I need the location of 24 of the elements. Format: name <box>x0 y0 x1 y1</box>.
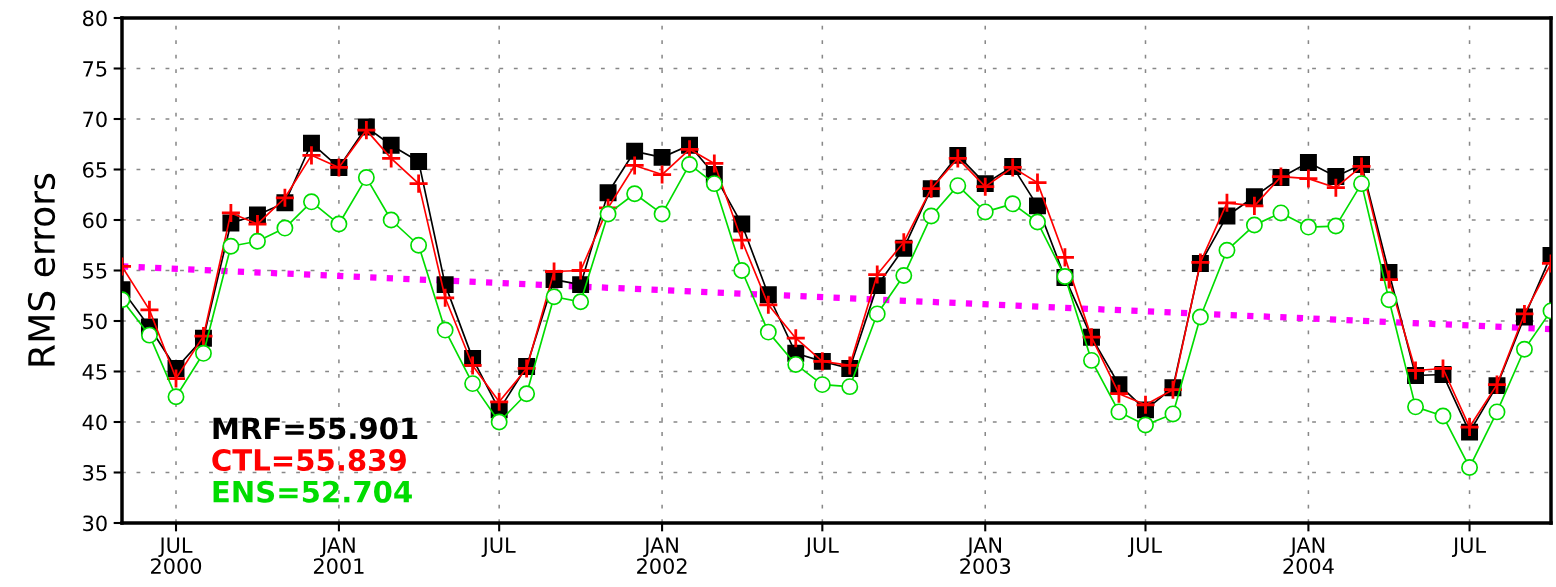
x-tick-label: JUL <box>1127 537 1162 557</box>
y-tick-label: 60 <box>83 212 107 229</box>
x-tick-label: JUL <box>481 537 516 557</box>
y-tick-label: 35 <box>83 464 107 481</box>
y-tick-label: 40 <box>82 414 107 431</box>
text: ENS=52.704 <box>213 480 412 503</box>
y-axis-title: RMS errors <box>27 173 56 366</box>
x-tick-label: JAN 2002 <box>637 537 687 574</box>
x-tick-label: JUL 2000 <box>151 537 202 574</box>
series-label: MRF=55.901 <box>213 417 418 440</box>
y-tick-label: 45 <box>82 364 107 380</box>
y-tick-label: 65 <box>83 161 107 178</box>
text: CTL=55.839 <box>212 448 406 472</box>
y-tick-label: 70 <box>83 111 107 128</box>
y-tick-label: 75 <box>83 61 107 77</box>
y-tick-label: 55 <box>83 263 107 279</box>
y-tick-label: 80 <box>83 10 107 27</box>
x-tick-label: JAN 2001 <box>313 537 364 574</box>
y-tick-label: 30 <box>83 515 107 532</box>
x-tick-label: JAN 2004 <box>1283 537 1334 574</box>
x-tick-label: JUL <box>1451 537 1486 557</box>
y-tick-label: 50 <box>83 313 107 330</box>
x-tick-label: JAN 2003 <box>960 537 1011 574</box>
x-tick-label: JUL <box>804 537 839 557</box>
